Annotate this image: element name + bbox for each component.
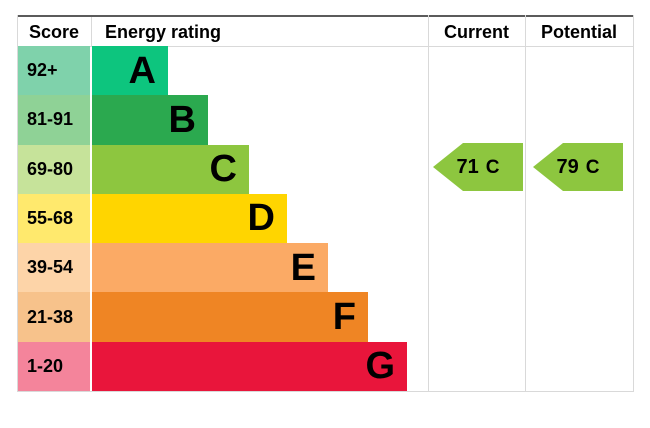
energy-band-bar-a: A [92,46,168,96]
band-letter: C [209,148,237,191]
band-letter: E [290,246,316,289]
current-column-header: Current [443,21,509,42]
band-row-f: 21-38 F [18,292,632,342]
band-row-a: 92+ A [18,46,632,96]
table-left-border [17,15,18,392]
energy-band-bar-f: F [92,292,368,342]
score-range-label: 69-80 [18,144,90,194]
score-range-label: 81-91 [18,95,90,145]
current-rating-band-letter: C [485,156,500,178]
table-right-border [633,15,634,392]
table-top-border [17,15,633,17]
energy-band-bar-e: E [92,243,328,293]
current-column-left-divider [428,15,429,392]
band-letter: F [332,296,356,339]
header-underline [17,46,633,47]
energy-band-bar-d: D [92,193,287,244]
energy-band-bar-g: G [92,341,407,391]
band-letter: G [365,345,395,388]
score-range-label: 92+ [18,46,90,96]
band-letter: A [128,49,156,92]
current-rating-value: 71 [456,156,479,178]
score-range-label: 21-38 [18,292,90,342]
band-row-g: 1-20 G [18,341,632,391]
score-range-label: 55-68 [18,193,90,244]
score-column-divider [91,17,92,46]
score-column-header: Score [28,21,80,42]
energy-band-bar-b: B [92,95,208,145]
score-range-label: 39-54 [18,243,90,293]
band-row-c: 69-80 C [18,144,632,194]
energy-band-bar-c: C [92,144,249,194]
table-bottom-border [17,391,633,392]
energy-rating-column-header: Energy rating [105,21,222,42]
band-row-b: 81-91 B [18,95,632,145]
band-row-e: 39-54 E [18,243,632,293]
energy-band-rows: 92+ A 81-91 B 69-80 C 55-68 D 39-54 E 21-38 F 1-20 G [18,46,632,391]
potential-rating-band-letter: C [585,156,600,178]
current-potential-divider [525,15,526,392]
band-letter: B [168,98,196,141]
potential-column-header: Potential [540,21,617,42]
potential-rating-value: 79 [556,156,579,178]
band-row-d: 55-68 D [18,193,632,244]
band-letter: D [247,197,275,240]
score-range-label: 1-20 [18,341,90,391]
